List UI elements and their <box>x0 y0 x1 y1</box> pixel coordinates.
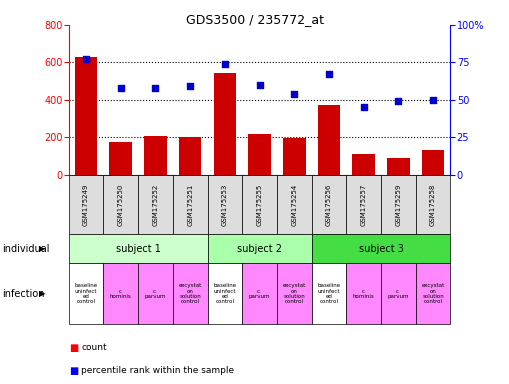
Text: baseline
uninfect
ed
control: baseline uninfect ed control <box>213 283 237 305</box>
Bar <box>387 158 410 175</box>
Point <box>82 56 90 63</box>
Bar <box>144 136 167 175</box>
Text: excystat
on
solution
control: excystat on solution control <box>179 283 202 305</box>
Point <box>290 91 298 97</box>
Text: GSM175253: GSM175253 <box>222 183 228 226</box>
Text: GSM175256: GSM175256 <box>326 183 332 226</box>
Text: ▶: ▶ <box>39 289 45 298</box>
Bar <box>422 151 444 175</box>
Text: GSM175259: GSM175259 <box>395 183 402 226</box>
Bar <box>248 134 271 175</box>
Text: baseline
uninfect
ed
control: baseline uninfect ed control <box>74 283 98 305</box>
Text: subject 2: subject 2 <box>237 243 282 254</box>
Bar <box>283 138 305 175</box>
Text: excystat
on
solution
control: excystat on solution control <box>282 283 306 305</box>
Text: GSM175254: GSM175254 <box>291 183 297 226</box>
Text: infection: infection <box>3 289 45 299</box>
Text: GSM175255: GSM175255 <box>257 183 263 226</box>
Text: GSM175257: GSM175257 <box>361 183 366 226</box>
Bar <box>109 142 132 175</box>
Bar <box>352 154 375 175</box>
Text: ■: ■ <box>69 343 78 353</box>
Text: subject 1: subject 1 <box>116 243 160 254</box>
Point <box>151 85 159 91</box>
Text: c.
parvum: c. parvum <box>249 288 270 299</box>
Bar <box>179 137 202 175</box>
Text: excystat
on
solution
control: excystat on solution control <box>421 283 445 305</box>
Point <box>429 97 437 103</box>
Point <box>360 104 368 111</box>
Text: percentile rank within the sample: percentile rank within the sample <box>81 366 235 375</box>
Text: ▶: ▶ <box>39 244 45 253</box>
Bar <box>318 104 341 175</box>
Point <box>394 98 403 104</box>
Point <box>221 61 229 67</box>
Text: c.
parvum: c. parvum <box>145 288 166 299</box>
Point <box>325 71 333 78</box>
Text: GSM175250: GSM175250 <box>118 183 124 226</box>
Text: count: count <box>81 343 107 352</box>
Text: c.
hominis: c. hominis <box>353 288 375 299</box>
Text: GSM175252: GSM175252 <box>153 183 158 226</box>
Bar <box>214 73 236 175</box>
Text: baseline
uninfect
ed
control: baseline uninfect ed control <box>318 283 341 305</box>
Text: ■: ■ <box>69 366 78 376</box>
Text: GSM175251: GSM175251 <box>187 183 193 226</box>
Text: GSM175249: GSM175249 <box>83 183 89 226</box>
Text: c.
hominis: c. hominis <box>110 288 132 299</box>
Text: GSM175258: GSM175258 <box>430 183 436 226</box>
Text: individual: individual <box>3 243 50 254</box>
Text: GDS3500 / 235772_at: GDS3500 / 235772_at <box>185 13 324 26</box>
Point <box>256 82 264 88</box>
Point <box>117 85 125 91</box>
Bar <box>75 57 97 175</box>
Point <box>186 83 194 89</box>
Text: subject 3: subject 3 <box>359 243 404 254</box>
Text: c.
parvum: c. parvum <box>388 288 409 299</box>
